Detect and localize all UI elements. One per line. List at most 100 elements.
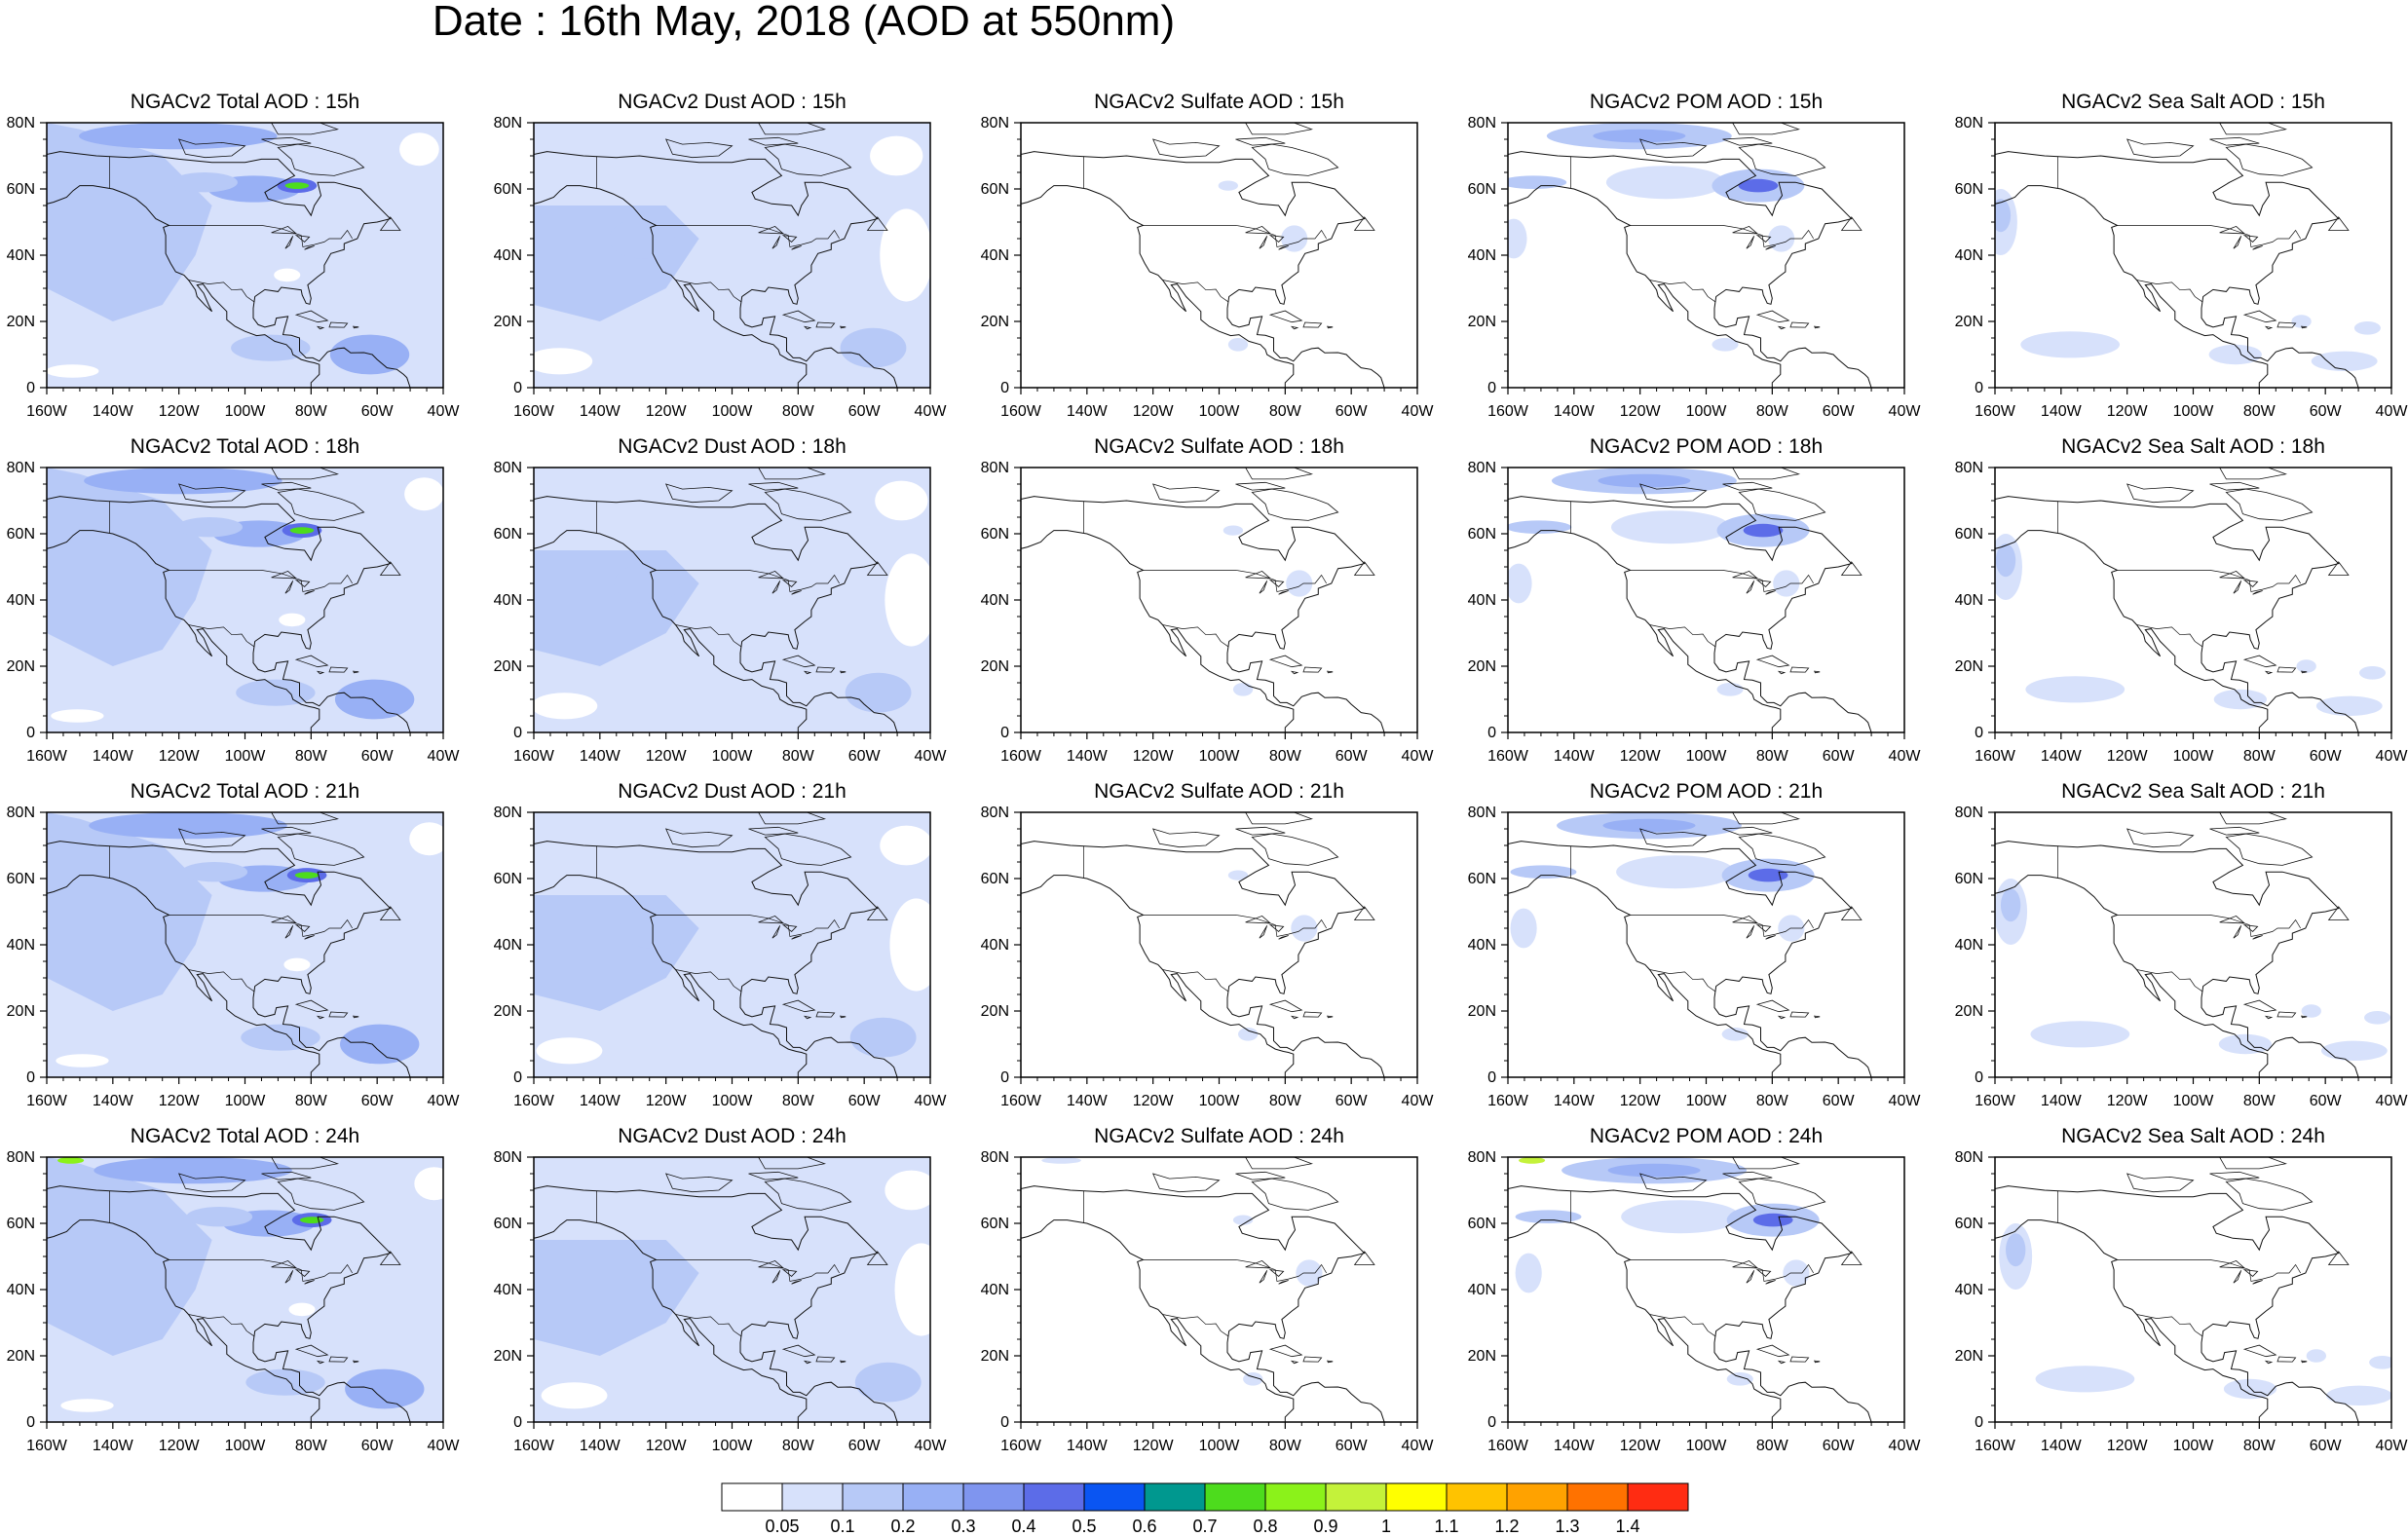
map-panel: NGACv2 Total AOD : 15h 160W 140W 120W 100W 80…: [7, 91, 461, 420]
x-tick-label: 80W: [782, 403, 815, 420]
y-tick-label: 40N: [1468, 937, 1496, 954]
panel-title: NGACv2 Total AOD : 24h: [130, 1125, 360, 1147]
aod-contour: [1768, 225, 1795, 252]
aod-contour: [1748, 868, 1788, 882]
x-tick-label: 140W: [1067, 403, 1109, 420]
x-tick-label: 80W: [295, 403, 328, 420]
aod-contour: [47, 123, 212, 321]
aod-shading: [1515, 1157, 1820, 1386]
aod-contour: [334, 679, 415, 720]
map-panel: NGACv2 Sulfate AOD : 15h 160W 140W 120W 100W…: [981, 91, 1435, 420]
panel-title: NGACv2 Sea Salt AOD : 24h: [2061, 1125, 2325, 1147]
y-tick-label: 80N: [494, 1149, 522, 1166]
x-tick-label: 80W: [2243, 1438, 2276, 1454]
y-tick-label: 60N: [981, 526, 1009, 543]
coastlines: [47, 812, 411, 1077]
y-tick-label: 20N: [1955, 314, 1983, 330]
coastlines: [1508, 468, 1872, 732]
aod-contour: [1227, 870, 1249, 880]
map-panel: NGACv2 Sulfate AOD : 18h 160W 140W 120W 100W…: [981, 435, 1435, 765]
aod-contour: [299, 1217, 324, 1223]
x-tick-label: 40W: [1889, 748, 1922, 765]
x-tick-label: 160W: [1000, 403, 1042, 420]
x-tick-label: 60W: [2310, 1093, 2343, 1109]
y-tick-label: 80N: [494, 460, 522, 476]
aod-contour: [2020, 331, 2121, 358]
y-tick-label: 80N: [981, 805, 1009, 821]
colorbar-swatch: [842, 1482, 904, 1512]
aod-contour: [245, 1368, 325, 1396]
y-tick-label: 80N: [1955, 805, 1983, 821]
aod-contour: [889, 898, 930, 992]
aod-shading: [47, 468, 443, 732]
aod-contour: [1227, 338, 1249, 352]
aod-contour: [47, 468, 212, 666]
x-tick-label: 140W: [2041, 748, 2083, 765]
x-tick-label: 120W: [1133, 403, 1175, 420]
aod-contour: [880, 208, 930, 302]
x-tick-label: 100W: [1686, 748, 1728, 765]
aod-contour: [2320, 1040, 2388, 1061]
coastlines: [534, 468, 898, 732]
aod-map: 160W 140W 120W 100W 80W 60W 40W 0 20N 40N 60N 80N: [1955, 805, 2408, 1109]
x-tick-label: 160W: [1975, 403, 2016, 420]
x-tick-label: 160W: [26, 748, 68, 765]
map-panel: NGACv2 POM AOD : 21h 160W 140W 120W 100W 80W 6…: [1468, 780, 1922, 1109]
coastlines: [1995, 468, 2359, 732]
x-tick-label: 40W: [1402, 748, 1435, 765]
aod-contour: [171, 172, 238, 193]
aod-shading: [534, 123, 930, 388]
coastlines: [534, 123, 898, 388]
aod-map: 160W 140W 120W 100W 80W 60W 40W 0 20N 40N 60N 80N: [981, 115, 1435, 420]
x-tick-label: 80W: [1756, 748, 1789, 765]
x-tick-label: 160W: [513, 748, 555, 765]
y-tick-label: 40N: [1955, 937, 1983, 954]
aod-contour: [894, 1243, 930, 1336]
aod-contour: [2025, 676, 2126, 703]
y-tick-label: 20N: [494, 1348, 522, 1365]
aod-contour: [1607, 1163, 1701, 1178]
aod-contour: [294, 872, 320, 879]
x-tick-label: 160W: [1487, 403, 1529, 420]
x-tick-label: 140W: [580, 1438, 621, 1454]
y-tick-label: 80N: [1955, 115, 1983, 131]
aod-contour: [94, 1157, 292, 1184]
y-tick-label: 20N: [7, 658, 35, 675]
aod-map: 160W 140W 120W 100W 80W 60W 40W 0 20N 40N 60N 80N: [981, 805, 1435, 1109]
x-tick-label: 100W: [2173, 1438, 2215, 1454]
aod-contour: [2291, 315, 2312, 328]
x-tick-label: 120W: [2107, 748, 2149, 765]
y-tick-label: 40N: [981, 592, 1009, 609]
x-tick-label: 40W: [915, 748, 948, 765]
x-tick-label: 80W: [295, 1093, 328, 1109]
aod-shading: [47, 1157, 443, 1422]
map-panel: NGACv2 Total AOD : 24h 160W 140W 120W 100W 80…: [7, 1125, 461, 1454]
x-tick-label: 60W: [361, 403, 395, 420]
panel-title: NGACv2 POM AOD : 24h: [1589, 1125, 1824, 1147]
figure-title: Date : 16th May, 2018 (AOD at 550nm): [432, 0, 1176, 45]
aod-map: 160W 140W 120W 100W 80W 60W 40W 0 20N 40N 60N 80N: [1955, 1149, 2408, 1454]
aod-contour: [1510, 865, 1577, 879]
panel-title: NGACv2 Sea Salt AOD : 21h: [2061, 780, 2325, 803]
y-tick-label: 80N: [1955, 1149, 1983, 1166]
y-tick-label: 20N: [7, 1348, 35, 1365]
y-tick-label: 0: [1975, 725, 1983, 741]
aod-contour: [60, 1399, 114, 1412]
colorbar-label: 1.3: [1555, 1517, 1580, 1536]
y-tick-label: 40N: [1468, 1282, 1496, 1298]
aod-contour: [1232, 683, 1254, 696]
y-tick-label: 60N: [1468, 1216, 1496, 1232]
colorbar-label: 1.2: [1494, 1517, 1520, 1536]
aod-contour: [284, 182, 310, 189]
aod-contour: [1721, 1028, 1749, 1041]
aod-contour: [2223, 1378, 2277, 1400]
aod-contour: [1519, 1157, 1546, 1164]
x-tick-label: 40W: [428, 748, 461, 765]
x-tick-label: 120W: [1620, 403, 1662, 420]
aod-map: 160W 140W 120W 100W 80W 60W 40W 0 20N 40N 60N 80N: [7, 460, 461, 765]
aod-contour: [880, 825, 930, 866]
y-tick-label: 20N: [981, 658, 1009, 675]
colorbar-swatch: [1566, 1482, 1629, 1512]
aod-map: 160W 140W 120W 100W 80W 60W 40W 0 20N 40N 60N 80N: [981, 460, 1435, 765]
aod-map: 160W 140W 120W 100W 80W 60W 40W 0 20N 40N 60N 80N: [494, 1149, 948, 1454]
